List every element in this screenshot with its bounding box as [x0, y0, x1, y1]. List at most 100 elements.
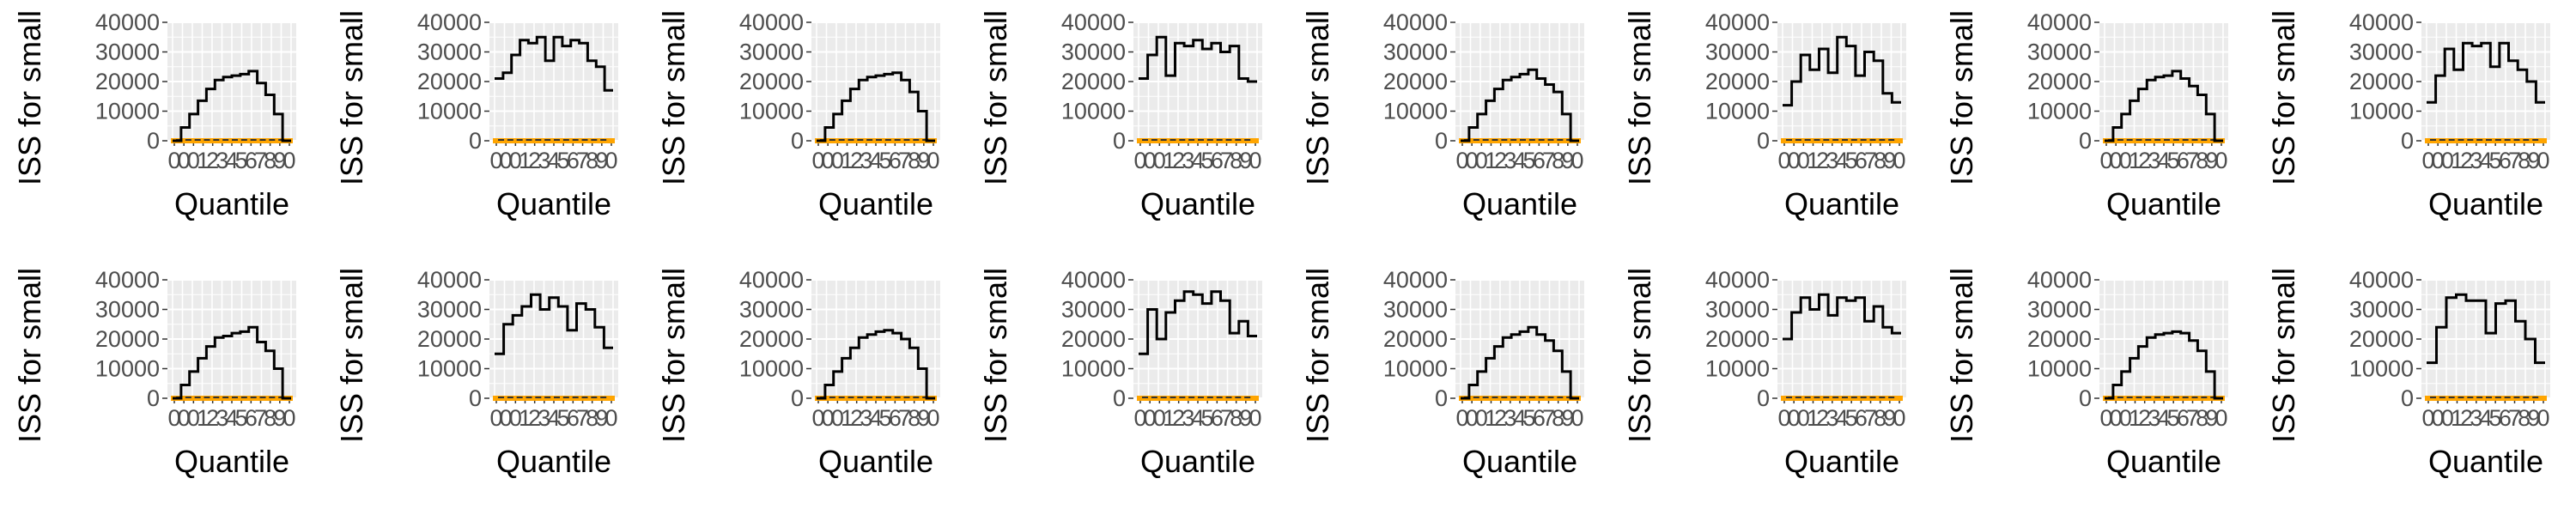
x-tick-label: 0: [2441, 148, 2454, 173]
x-tick-label: 4: [1835, 148, 1848, 173]
x-tick-label: 3: [2470, 405, 2482, 431]
y-tick-label: 40000: [1383, 9, 1448, 35]
y-tick-label: 10000: [739, 99, 804, 124]
x-tick-label: 7: [1864, 405, 1877, 431]
x-axis-title: Quantile: [1462, 444, 1577, 479]
y-tick-label: 20000: [95, 69, 160, 94]
y-tick-label: 10000: [1383, 356, 1448, 382]
y-tick-label: 10000: [2349, 356, 2414, 382]
x-tick-label: 1: [1163, 148, 1176, 173]
x-tick-label: 4: [2157, 405, 2170, 431]
chart-panel-15: 4000030000200001000000001234567890Quanti…: [1944, 258, 2228, 479]
x-tick-label: 1: [1807, 405, 1820, 431]
chart-panel-5: 4000030000200001000000001234567890Quanti…: [1300, 0, 1584, 221]
x-axis-title: Quantile: [1784, 444, 1899, 479]
x-tick-label: 1: [841, 405, 854, 431]
y-axis-title: ISS for small in: [978, 0, 1013, 185]
x-tick-label: 9: [1561, 405, 1574, 431]
y-tick-label: 30000: [1061, 39, 1126, 65]
x-tick-label: 0: [1475, 148, 1488, 173]
x-tick-label: 5: [879, 405, 892, 431]
chart-panel-11: 4000030000200001000000001234567890Quanti…: [656, 258, 940, 479]
x-tick-label: 2: [2460, 405, 2473, 431]
x-tick-label: 2: [1494, 148, 1507, 173]
chart-panel-6: 4000030000200001000000001234567890Quanti…: [1622, 0, 1906, 221]
chart-panel-14: 4000030000200001000000001234567890Quanti…: [1622, 258, 1906, 479]
x-tick-label: 9: [2527, 405, 2540, 431]
x-tick-label: 0: [500, 405, 513, 431]
y-tick-label: 20000: [417, 326, 482, 352]
x-tick-label: 0: [2421, 148, 2434, 173]
x-tick-label: 2: [2460, 148, 2473, 173]
x-tick-label: 0: [489, 148, 502, 173]
x-tick-label: 6: [567, 148, 580, 173]
chart-panel-12: 4000030000200001000000001234567890Quanti…: [978, 258, 1262, 479]
x-tick-label: 0: [2119, 405, 2132, 431]
step-series-line: [1139, 290, 1257, 355]
x-tick-label: 2: [528, 405, 541, 431]
step-series-line: [1139, 35, 1257, 83]
x-axis-title: Quantile: [818, 444, 933, 479]
x-tick-label: 0: [1153, 148, 1166, 173]
x-tick-label: 6: [245, 148, 258, 173]
x-tick-label: 7: [2508, 148, 2521, 173]
y-axis-title: ISS for small in: [978, 258, 1013, 443]
x-tick-label: 1: [1163, 405, 1176, 431]
x-tick-label: 0: [2110, 148, 2123, 173]
y-tick-label: 10000: [1705, 356, 1770, 382]
x-tick-label: 0: [1455, 148, 1468, 173]
x-tick-label: 9: [1883, 405, 1896, 431]
x-tick-label: 0: [822, 148, 835, 173]
x-tick-label: 3: [2148, 405, 2160, 431]
x-tick-label: 6: [1211, 405, 1224, 431]
y-tick-label: 0: [1435, 128, 1448, 154]
x-tick-label: 0: [2421, 405, 2434, 431]
y-tick-label: 20000: [2349, 69, 2414, 94]
x-tick-label: 0: [283, 148, 295, 173]
step-series-line: [495, 35, 613, 92]
step-series-line: [1783, 35, 1901, 107]
x-tick-label: 0: [2110, 405, 2123, 431]
y-tick-label: 20000: [1383, 69, 1448, 94]
y-tick-label: 30000: [739, 297, 804, 323]
x-tick-label: 5: [2489, 405, 2502, 431]
x-tick-label: 3: [1826, 405, 1838, 431]
x-tick-label: 6: [1533, 405, 1546, 431]
y-tick-label: 30000: [2349, 297, 2414, 323]
x-tick-label: 5: [1201, 405, 1214, 431]
x-axis-title: Quantile: [1140, 186, 1255, 221]
x-tick-label: 0: [178, 148, 191, 173]
x-tick-label: 7: [254, 405, 267, 431]
x-tick-label: 5: [557, 148, 570, 173]
x-tick-label: 2: [1172, 405, 1185, 431]
x-tick-label: 4: [547, 148, 560, 173]
y-tick-label: 10000: [417, 356, 482, 382]
step-series-line: [2105, 70, 2223, 142]
y-tick-label: 40000: [2027, 267, 2092, 293]
x-tick-label: 6: [2177, 148, 2190, 173]
x-tick-label: 0: [1249, 148, 1261, 173]
x-tick-label: 1: [2129, 405, 2142, 431]
chart-panel-16: 4000030000200001000000001234567890Quanti…: [2266, 258, 2550, 479]
y-tick-label: 10000: [1061, 356, 1126, 382]
y-tick-label: 30000: [417, 297, 482, 323]
y-tick-label: 40000: [739, 9, 804, 35]
y-tick-label: 40000: [95, 267, 160, 293]
x-axis-title: Quantile: [1140, 444, 1255, 479]
x-tick-label: 4: [1835, 405, 1848, 431]
chart-panel-7: 4000030000200001000000001234567890Quanti…: [1944, 0, 2228, 221]
y-tick-label: 30000: [1061, 297, 1126, 323]
y-tick-label: 0: [147, 128, 160, 154]
x-tick-label: 6: [1533, 148, 1546, 173]
x-tick-label: 0: [1133, 148, 1146, 173]
x-axis-title: Quantile: [2428, 186, 2543, 221]
step-series-line: [2105, 330, 2223, 400]
y-tick-label: 0: [1435, 385, 1448, 411]
x-tick-label: 0: [2099, 148, 2112, 173]
y-tick-label: 20000: [739, 326, 804, 352]
x-tick-label: 1: [2129, 148, 2142, 173]
x-tick-label: 0: [927, 148, 939, 173]
x-tick-label: 5: [1523, 405, 1536, 431]
x-tick-label: 7: [576, 405, 589, 431]
y-tick-label: 20000: [739, 69, 804, 94]
